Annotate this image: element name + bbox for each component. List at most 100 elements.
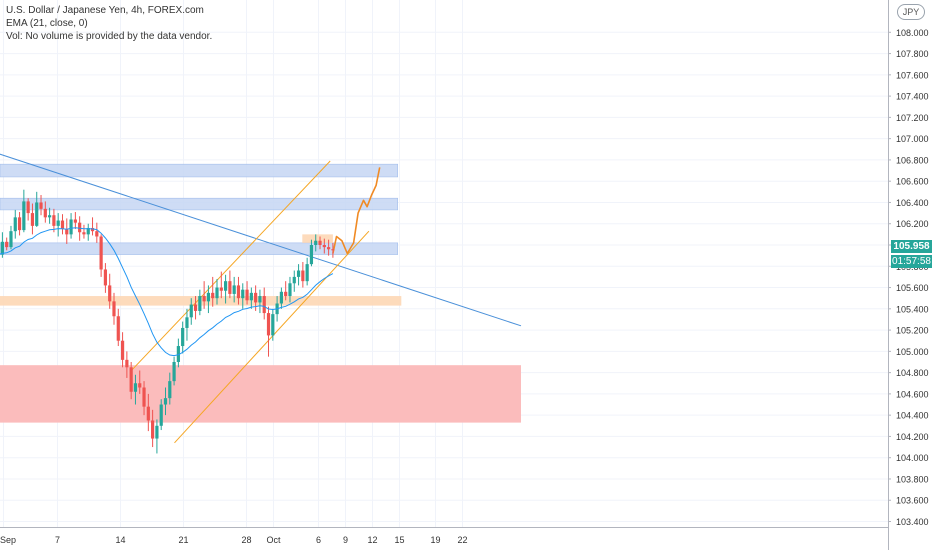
candle-body — [125, 359, 129, 368]
channel-lower — [174, 230, 370, 444]
candle-body — [249, 292, 253, 301]
candle — [172, 356, 176, 386]
candle-body — [206, 292, 211, 302]
candle — [35, 191, 39, 227]
candle — [9, 225, 13, 250]
candle — [22, 189, 26, 233]
candle — [245, 281, 249, 305]
candle — [163, 387, 168, 416]
candle-body — [26, 201, 30, 214]
candle-body — [288, 283, 292, 297]
candle-body — [138, 383, 142, 388]
x-tick-label: 22 — [457, 535, 467, 545]
candle — [258, 289, 262, 314]
candle-body — [13, 217, 17, 232]
candle-body — [17, 217, 22, 231]
candle-body — [151, 420, 155, 439]
candle-body — [69, 219, 73, 235]
candle — [279, 287, 283, 309]
candle-body — [56, 220, 60, 226]
candle — [13, 209, 17, 239]
candle-body — [99, 236, 103, 270]
bar-countdown: 01:57:58 — [891, 255, 932, 268]
candle-body — [108, 285, 112, 302]
candle — [198, 289, 202, 316]
currency-badge[interactable]: JPY — [897, 4, 925, 20]
candle-body — [163, 398, 168, 405]
y-tick-label: 106.600 — [896, 177, 929, 187]
candle-body — [30, 213, 35, 226]
candle — [142, 381, 146, 416]
ema-path — [0, 227, 334, 357]
candle — [271, 308, 275, 341]
y-tick-label: 106.400 — [896, 198, 929, 208]
y-tick-label: 105.000 — [896, 347, 929, 357]
candle-body — [22, 201, 26, 231]
candle-body — [292, 276, 296, 284]
candle — [159, 399, 163, 431]
x-tick-label: 28 — [241, 535, 251, 545]
candle-body — [48, 215, 52, 218]
trendline — [0, 153, 522, 327]
candle-body — [189, 304, 193, 318]
candle-body — [309, 245, 314, 265]
y-tick-label: 107.600 — [896, 70, 929, 80]
candle — [223, 274, 228, 304]
drawings — [0, 153, 522, 444]
candle — [125, 351, 129, 378]
candle — [202, 281, 206, 309]
candle-body — [43, 208, 47, 218]
candle — [322, 238, 326, 254]
candle-body — [60, 220, 65, 230]
candle — [112, 292, 116, 325]
y-tick-label: 108.000 — [896, 28, 929, 38]
candle-body — [176, 346, 180, 362]
x-tick-label: Sep — [0, 535, 16, 545]
candle — [52, 208, 56, 233]
candle — [155, 419, 159, 454]
candle — [138, 370, 142, 394]
candle-body — [314, 240, 318, 245]
candle-body — [236, 285, 241, 299]
candle — [90, 217, 95, 236]
candle — [262, 287, 266, 320]
candle-body — [185, 317, 189, 328]
candle-body — [266, 313, 271, 336]
candle-body — [155, 425, 159, 439]
candle — [305, 257, 309, 286]
candle-body — [120, 340, 125, 360]
x-tick-label: 7 — [55, 535, 60, 545]
candle — [327, 239, 331, 256]
candle-body — [322, 245, 326, 248]
candle-body — [232, 285, 236, 294]
candle-body — [271, 314, 275, 336]
candle-body — [0, 241, 4, 255]
candle — [133, 374, 138, 405]
candle — [168, 372, 172, 405]
candle — [39, 195, 43, 216]
y-tick-label: 107.800 — [896, 49, 929, 59]
candle-body — [215, 287, 219, 299]
candle-body — [168, 381, 172, 399]
candle-body — [193, 304, 198, 311]
zone-resistance — [0, 242, 399, 255]
candle-body — [116, 316, 120, 341]
candle — [185, 308, 189, 341]
grid — [0, 0, 888, 527]
candle-body — [52, 215, 56, 226]
x-tick-label: 6 — [316, 535, 321, 545]
candle-body — [245, 289, 249, 301]
candle-body — [301, 270, 305, 282]
candle — [82, 224, 86, 239]
candle — [5, 237, 9, 251]
candle — [73, 212, 77, 230]
candle — [30, 203, 35, 235]
candle-body — [133, 383, 138, 392]
candle — [95, 222, 99, 243]
candle — [146, 393, 150, 432]
channel-upper — [130, 160, 331, 372]
candle-body — [142, 387, 146, 407]
zone-supply — [302, 234, 333, 243]
